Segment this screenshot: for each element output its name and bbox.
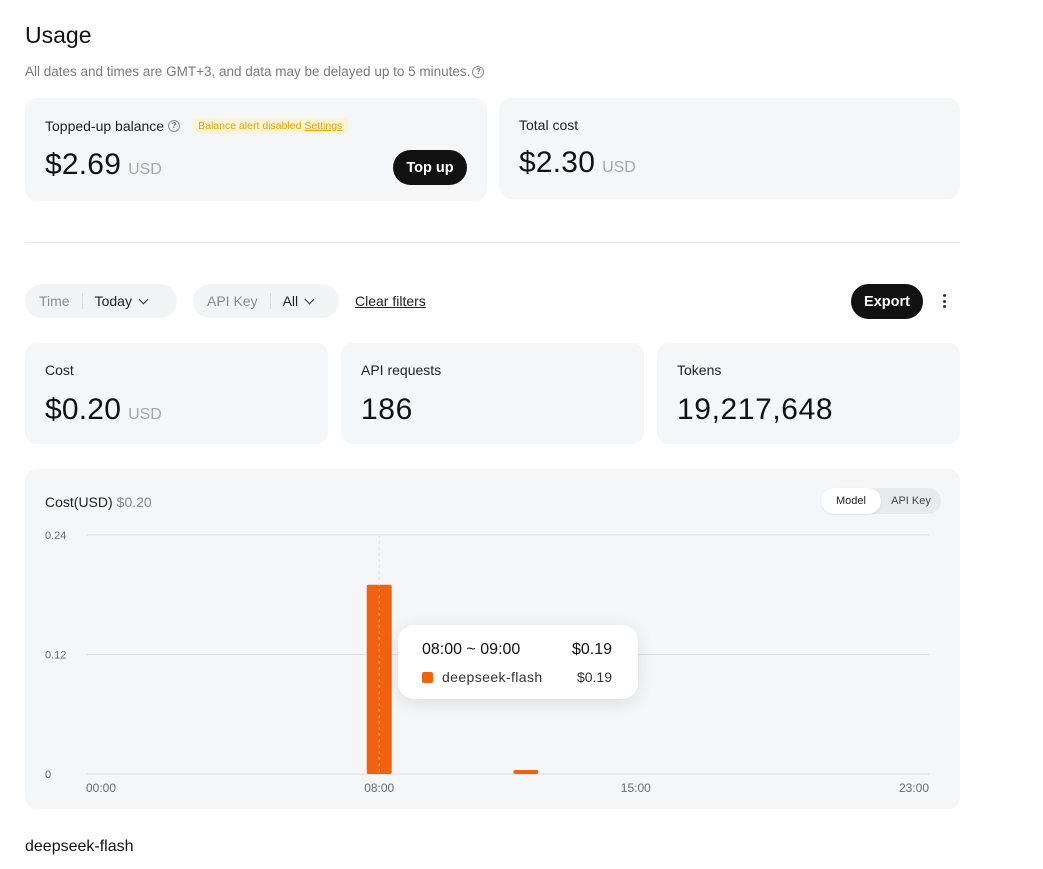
subtitle-text: All dates and times are GMT+3, and data …: [25, 64, 471, 79]
tooltip-series-value: $0.19: [576, 669, 612, 685]
help-circle-icon[interactable]: ?: [168, 120, 181, 132]
api-key-filter-value: All: [282, 293, 299, 309]
tooltip-range: 08:00 ~ 09:00: [422, 641, 521, 658]
page-subtitle: All dates and times are GMT+3, and data …: [25, 64, 485, 79]
tokens-card: Tokens 19,217,648: [657, 343, 960, 444]
tokens-label: Tokens: [677, 362, 722, 378]
page-title: Usage: [25, 22, 92, 48]
time-filter-value: Today: [94, 293, 132, 309]
balance-unit: USD: [128, 161, 162, 178]
api-requests-label: API requests: [361, 362, 442, 378]
balance-amount-row: $2.69 USD: [45, 148, 162, 182]
cost-amount-row: $0.20 USD: [45, 393, 162, 427]
model-section-title: deepseek-flash: [25, 838, 134, 855]
cost-amount: $0.20: [45, 393, 122, 426]
tooltip-total: $0.19: [571, 641, 612, 658]
api-requests-value: 186: [361, 393, 413, 426]
api-key-filter-label: API Key: [207, 293, 258, 309]
tokens-value: 19,217,648: [677, 393, 834, 426]
cost-label: Cost: [45, 362, 74, 378]
cost-unit: USD: [128, 406, 162, 423]
time-filter[interactable]: Time Today: [25, 284, 177, 318]
total-cost-unit: USD: [602, 159, 636, 176]
balance-amount: $2.69: [45, 148, 122, 181]
chart-title-row: Cost(USD) $0.20: [45, 494, 152, 510]
chart-title: Cost(USD): [45, 494, 113, 510]
clear-filters-link[interactable]: Clear filters: [355, 293, 426, 309]
balance-alert-badge: Balance alert disabled Settings: [192, 118, 349, 134]
tooltip-series-name: deepseek-flash: [442, 669, 543, 685]
balance-label-row: Topped-up balance ? Balance alert disabl…: [45, 118, 349, 134]
time-filter-label: Time: [39, 293, 70, 309]
cost-card: Cost $0.20 USD: [25, 343, 328, 444]
toggle-api-key[interactable]: API Key: [891, 495, 931, 507]
balance-label: Topped-up balance: [45, 118, 165, 134]
api-requests-card: API requests 186: [341, 343, 644, 444]
tooltip-series-row: deepseek-flash $0.19: [422, 669, 612, 685]
total-cost-card: Total cost $2.30 USD: [499, 98, 960, 199]
toggle-model[interactable]: Model: [821, 488, 881, 514]
filter-separator: [269, 293, 271, 309]
tooltip-header: 08:00 ~ 09:00 $0.19: [422, 641, 612, 659]
total-cost-label: Total cost: [519, 117, 579, 133]
chart-group-toggle[interactable]: Model API Key: [821, 488, 941, 514]
filter-separator: [81, 293, 83, 309]
total-cost-amount: $2.30: [519, 146, 596, 179]
tooltip-swatch: [422, 671, 433, 683]
export-button[interactable]: Export: [851, 284, 923, 319]
top-up-button[interactable]: Top up: [393, 150, 467, 185]
balance-alert-text: Balance alert disabled: [198, 120, 302, 132]
balance-card: Topped-up balance ? Balance alert disabl…: [25, 98, 487, 201]
balance-alert-settings-link[interactable]: Settings: [304, 120, 343, 132]
api-key-filter[interactable]: API Key All: [193, 284, 339, 318]
chevron-down-icon: [138, 294, 149, 304]
help-circle-icon[interactable]: ?: [472, 65, 485, 78]
chart-total: $0.20: [116, 494, 152, 510]
chart-tooltip: 08:00 ~ 09:00 $0.19 deepseek-flash $0.19: [398, 625, 638, 699]
chevron-down-icon: [304, 294, 315, 304]
total-cost-amount-row: $2.30 USD: [519, 146, 636, 180]
section-divider: [25, 242, 960, 243]
more-options-icon[interactable]: [940, 292, 948, 310]
